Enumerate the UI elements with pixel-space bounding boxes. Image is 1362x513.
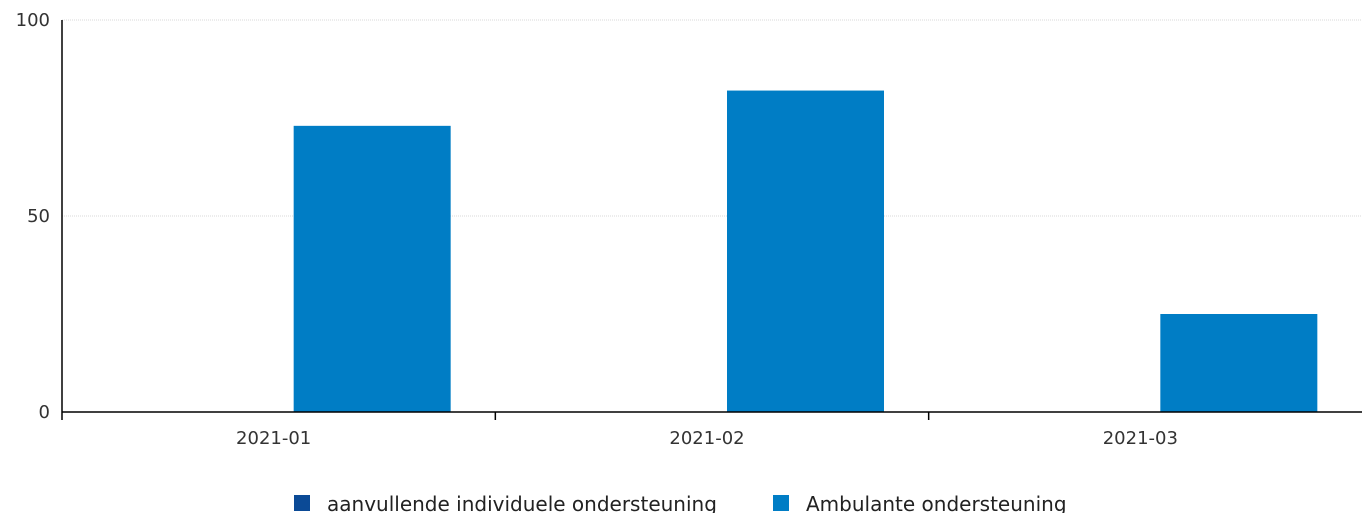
legend-label: Ambulante ondersteuning bbox=[806, 492, 1067, 513]
axes bbox=[61, 20, 1362, 420]
legend-swatch bbox=[773, 495, 789, 511]
legend-swatch bbox=[294, 495, 310, 511]
y-tick-label: 0 bbox=[39, 402, 50, 423]
x-tick-label: 2021-03 bbox=[1103, 428, 1178, 449]
y-tick-labels: 0 50 100 bbox=[16, 10, 50, 423]
bar-2-1 bbox=[1160, 314, 1318, 412]
bars bbox=[293, 90, 1318, 412]
x-tick-label: 2021-02 bbox=[669, 428, 744, 449]
y-tick-label: 50 bbox=[27, 206, 50, 227]
x-tick-labels: 2021-01 2021-02 2021-03 bbox=[236, 428, 1178, 449]
gridlines bbox=[62, 19, 1362, 217]
legend: aanvullende individuele ondersteuning Amb… bbox=[294, 492, 1067, 513]
bar-1-1 bbox=[727, 90, 884, 412]
bar-0-1 bbox=[293, 125, 451, 412]
legend-label: aanvullende individuele ondersteuning bbox=[327, 492, 717, 513]
y-tick-label: 100 bbox=[16, 10, 50, 31]
x-tick-label: 2021-01 bbox=[236, 428, 311, 449]
